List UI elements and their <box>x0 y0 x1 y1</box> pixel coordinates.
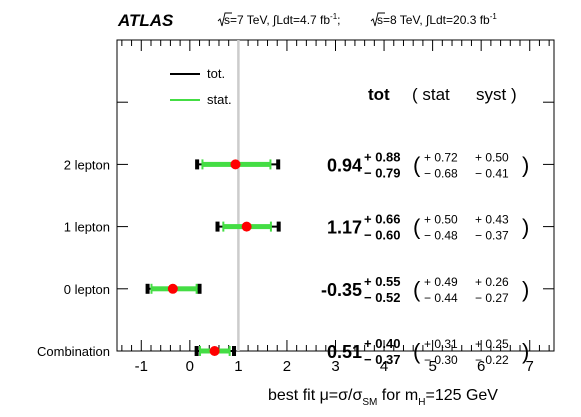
measurement-row: 0 lepton -0.35 + 0.55− 0.52 (+ 0.49 − 0.44 + … <box>64 274 530 305</box>
tot-error-up: + 0.66 <box>364 212 401 227</box>
header-exponent-7: -1 <box>330 12 338 21</box>
x-tick-label: 6 <box>477 358 485 375</box>
x-tick-labels: -1 0 1 2 3 4 5 6 7 <box>135 358 534 375</box>
header-7tev: s=7 TeV, ∫Ldt=4.7 fb <box>224 13 330 27</box>
total-error-cap-low <box>145 283 150 294</box>
syst-error-up: + 0.50 <box>475 150 509 164</box>
measurement-row: 2 lepton 0.94 + 0.88− 0.79 (+ 0.72 − 0.68 + 0… <box>64 149 530 180</box>
legend: tot. stat. <box>170 66 232 107</box>
x-label-sub-sm: SM <box>362 397 377 408</box>
syst-error-down: − 0.27 <box>475 291 509 305</box>
mu-value: -0.35 <box>321 280 362 300</box>
best-fit-point <box>167 283 178 294</box>
close-paren: ) <box>522 215 529 240</box>
measurement-row: Combination 0.51 + 0.40− 0.37 (+ 0.31 − 0.30… <box>37 336 529 367</box>
mu-value: 0.51 <box>327 342 362 362</box>
category-label: 1 lepton <box>64 220 110 235</box>
best-fit-point <box>241 221 252 232</box>
tot-error-up: + 0.88 <box>364 149 401 164</box>
column-header-tot: tot <box>368 85 390 104</box>
x-tick-label: 0 <box>186 358 194 375</box>
legend-stat-label: stat. <box>207 92 232 107</box>
atlas-label: ATLAS <box>117 11 174 30</box>
column-header-stat: ( stat <box>412 85 450 104</box>
header-exponent-8: -1 <box>490 12 498 21</box>
x-tick-label: 2 <box>283 358 291 375</box>
syst-error-up: + 0.25 <box>475 337 509 351</box>
x-label-mid: for m <box>377 387 418 404</box>
open-paren: ( <box>413 339 421 364</box>
stat-error-up: + 0.72 <box>424 150 458 164</box>
x-label-sub-h: H <box>418 397 425 408</box>
x-tick-label: 5 <box>428 358 436 375</box>
tot-error-up: + 0.40 <box>364 336 401 351</box>
stat-error-down: − 0.48 <box>424 229 458 243</box>
category-label: 2 lepton <box>64 157 110 172</box>
header-separator: ; <box>337 13 340 27</box>
close-paren: ) <box>522 152 529 177</box>
measurement-rows: 2 lepton 0.94 + 0.88− 0.79(+ 0.72− 0.68+ 0… <box>37 149 529 367</box>
total-error-cap-low <box>195 159 200 170</box>
mu-value: 0.94 <box>327 155 362 175</box>
best-fit-point <box>209 346 220 356</box>
x-tick-label: 3 <box>331 358 339 375</box>
total-error-cap-high <box>276 159 281 170</box>
stat-error-down: − 0.44 <box>424 291 458 305</box>
stat-error-up: + 0.50 <box>424 213 458 227</box>
total-error-cap-high <box>232 346 237 356</box>
x-axis-label: best fit μ=σ/σSM for mH=125 GeV <box>268 387 498 408</box>
category-label: 0 lepton <box>64 282 110 297</box>
open-paren: ( <box>413 277 421 302</box>
measurement-row: 1 lepton 1.17 + 0.66− 0.60 (+ 0.50 − 0.48 + 0… <box>64 212 530 243</box>
syst-error-up: + 0.43 <box>475 213 509 227</box>
stat-error-down: − 0.30 <box>424 353 458 367</box>
column-header-syst: syst ) <box>476 85 517 104</box>
legend-tot-label: tot. <box>207 66 225 81</box>
x-axis-ticks <box>121 40 550 351</box>
y-axis-ticks <box>117 101 554 290</box>
syst-error-down: − 0.41 <box>475 166 509 180</box>
x-tick-label: 4 <box>380 358 388 375</box>
mu-value: 1.17 <box>327 218 362 238</box>
tot-error-down: − 0.52 <box>364 290 401 305</box>
total-error-cap-low <box>194 346 199 356</box>
stat-error-up: + 0.31 <box>424 337 458 351</box>
category-label: Combination <box>37 344 110 359</box>
total-error-cap-low <box>215 221 220 232</box>
open-paren: ( <box>413 152 421 177</box>
tot-error-up: + 0.55 <box>364 274 401 289</box>
syst-error-down: − 0.37 <box>475 229 509 243</box>
close-paren: ) <box>522 339 529 364</box>
header-8tev: s=8 TeV, ∫Ldt=20.3 fb <box>377 13 490 27</box>
svg-text:s=8 TeV, ∫Ldt=20.3 fb-1: s=8 TeV, ∫Ldt=20.3 fb-1 <box>377 12 497 27</box>
open-paren: ( <box>413 215 421 240</box>
total-error-cap-high <box>276 221 281 232</box>
x-tick-label: 7 <box>526 358 534 375</box>
stat-error-down: − 0.68 <box>424 166 458 180</box>
tot-error-down: − 0.79 <box>364 165 401 180</box>
x-tick-label: -1 <box>135 358 148 375</box>
close-paren: ) <box>522 277 529 302</box>
energy-luminosity-header: s=7 TeV, ∫Ldt=4.7 fb-1; s=8 TeV, ∫Ldt=20… <box>217 12 497 27</box>
syst-error-up: + 0.26 <box>475 275 509 289</box>
x-label-prefix: best fit μ=σ/σ <box>268 387 362 404</box>
x-tick-label: 1 <box>234 358 242 375</box>
stat-error-up: + 0.49 <box>424 275 458 289</box>
best-fit-point <box>230 159 241 170</box>
tot-error-down: − 0.37 <box>364 352 401 367</box>
x-label-suffix: =125 GeV <box>425 387 498 404</box>
svg-text:s=7 TeV, ∫Ldt=4.7 fb-1;: s=7 TeV, ∫Ldt=4.7 fb-1; <box>224 12 341 27</box>
total-error-cap-high <box>197 283 202 294</box>
syst-error-down: − 0.22 <box>475 353 509 367</box>
tot-error-down: − 0.60 <box>364 228 401 243</box>
